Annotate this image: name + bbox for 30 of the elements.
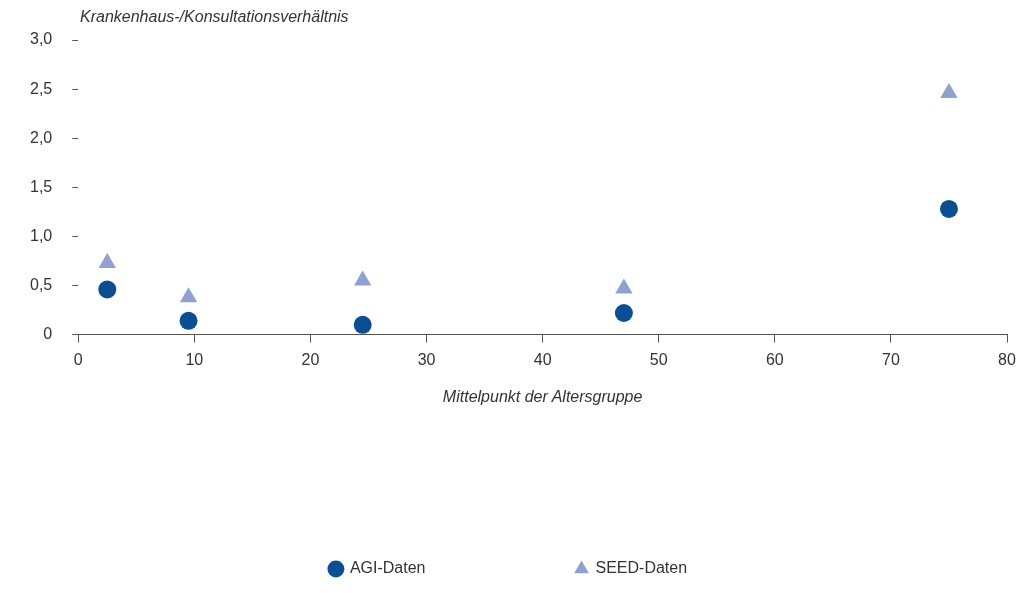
point bbox=[179, 287, 198, 303]
point bbox=[98, 252, 116, 268]
point bbox=[939, 199, 958, 218]
point bbox=[354, 270, 372, 286]
y-tick-label: 1,0 bbox=[29, 226, 53, 244]
legend-label: SEED-Daten bbox=[595, 559, 688, 577]
x-tick-label: 70 bbox=[882, 350, 900, 368]
x-tick-label: 40 bbox=[533, 350, 552, 368]
x-tick-label: 10 bbox=[185, 350, 204, 368]
y-tick-label: 1,5 bbox=[29, 177, 53, 195]
point bbox=[614, 304, 633, 322]
y-tick-label: 2,0 bbox=[29, 128, 53, 146]
x-tick-label: 60 bbox=[765, 350, 784, 368]
x-tick-label: 50 bbox=[649, 350, 668, 368]
point bbox=[179, 311, 198, 330]
y-tick-label: 0 bbox=[43, 325, 53, 343]
point bbox=[98, 280, 117, 299]
x-tick-label: 30 bbox=[417, 350, 436, 368]
point bbox=[940, 83, 958, 99]
y-tick-label: 3,0 bbox=[29, 30, 53, 48]
y-tick-label: 2,5 bbox=[29, 79, 53, 97]
y-tick-label: 0,5 bbox=[29, 275, 53, 293]
x-tick-label: 80 bbox=[998, 350, 1016, 368]
y-axis-title: Krankenhaus-/Konsultationsverhältnis bbox=[80, 8, 349, 26]
x-tick-label: 20 bbox=[301, 350, 320, 368]
x-axis-title: Mittelpunkt der Altersgruppe bbox=[442, 387, 643, 405]
x-tick-label: 0 bbox=[73, 350, 83, 368]
point bbox=[615, 278, 633, 294]
legend-label: AGI-Daten bbox=[349, 559, 426, 577]
point bbox=[353, 315, 372, 334]
